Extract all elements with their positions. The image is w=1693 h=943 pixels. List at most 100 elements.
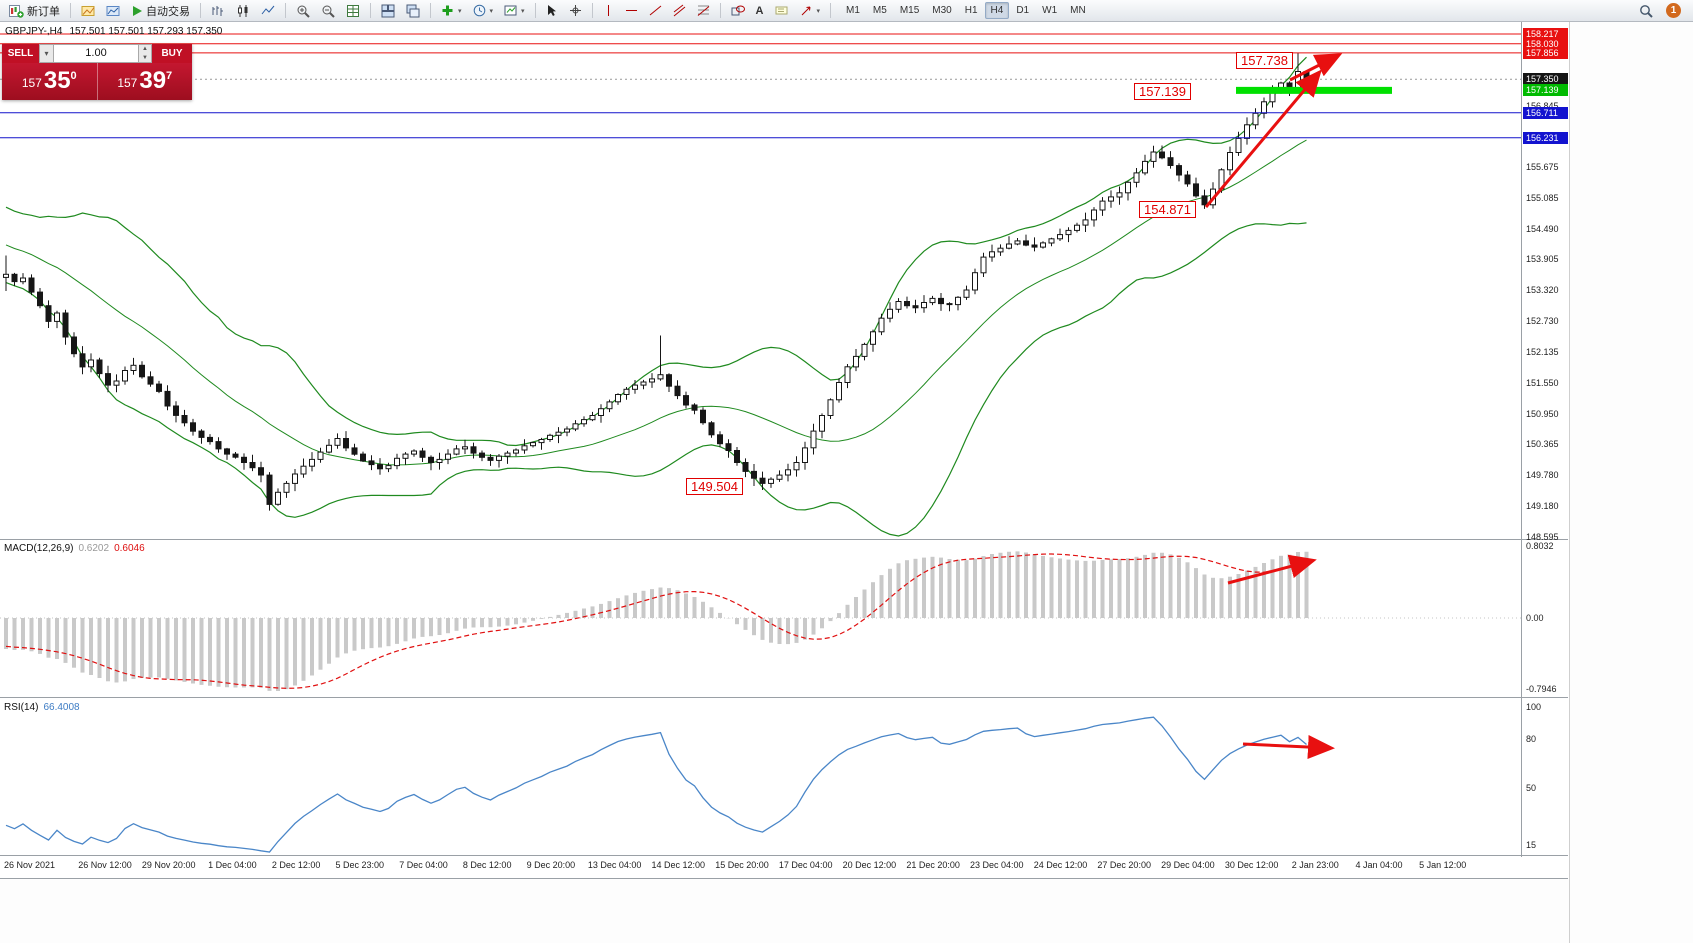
price-label-black[interactable]: 157.350 (1523, 73, 1568, 86)
sell-price[interactable]: 157 35 0 (2, 63, 97, 100)
channel-icon (673, 4, 686, 17)
autotrading-button[interactable]: 自动交易 (126, 1, 195, 20)
timeframe-button-d1[interactable]: D1 (1016, 5, 1030, 16)
main-chart-region[interactable] (0, 22, 1522, 539)
line-chart-button[interactable] (256, 1, 280, 20)
data-window-button[interactable] (341, 1, 365, 20)
timeframe-button-w1[interactable]: W1 (1042, 5, 1058, 16)
new-order-button[interactable]: 新订单 (4, 1, 65, 20)
candle-body (198, 430, 205, 438)
candle-body (530, 442, 536, 447)
separator (534, 3, 536, 18)
candle-body (572, 423, 579, 430)
timeframe-button-h4[interactable]: H4 (984, 2, 1010, 19)
price-tick: 150.365 (1526, 439, 1559, 450)
trendline-button[interactable] (644, 1, 667, 20)
cursor-icon (546, 4, 558, 17)
text-label-button[interactable] (770, 1, 794, 20)
zoom-in-button[interactable] (291, 1, 315, 20)
candle-body (1006, 243, 1012, 249)
timeframe-button-m1[interactable]: M1 (846, 5, 860, 16)
tile-windows-button[interactable] (376, 1, 400, 20)
timeframe-button-mn[interactable]: MN (1070, 5, 1086, 16)
shapes-button[interactable] (726, 1, 750, 20)
buy-button[interactable]: BUY (152, 44, 192, 63)
timeframe-button-h1[interactable]: H1 (964, 5, 978, 16)
candle-body (462, 446, 468, 450)
trend-arrow[interactable] (1242, 735, 1335, 760)
rsi-indicator-label: RSI(14) 66.4008 (4, 702, 80, 713)
candle-body (479, 452, 485, 458)
sell-button[interactable]: SELL (2, 44, 39, 63)
candle-body (751, 470, 757, 479)
search-button[interactable] (1634, 1, 1658, 20)
candle-body (1014, 240, 1021, 245)
volume-stepper[interactable]: ▲ ▼ (139, 44, 152, 63)
stepper-down-icon[interactable]: ▼ (142, 54, 148, 61)
price-tick: 148.595 (1526, 532, 1559, 542)
horizontal-line-icon (625, 5, 638, 16)
candle-body (317, 451, 324, 460)
rsi-panel-region[interactable] (0, 698, 1522, 855)
volume-input[interactable]: 1.00 (54, 44, 139, 63)
vertical-line-button[interactable] (598, 1, 619, 20)
price-annotation[interactable]: 149.504 (686, 478, 743, 495)
sell-price-main: 157 (21, 76, 42, 90)
candle-body (615, 394, 621, 403)
bar-chart-button[interactable] (206, 1, 230, 20)
chart-properties-button[interactable]: ▾ (499, 1, 530, 20)
text-button[interactable]: A (751, 1, 769, 20)
candle-body (793, 462, 800, 471)
price-label-red[interactable]: 158.217 (1523, 28, 1568, 40)
price-annotation[interactable]: 157.139 (1134, 83, 1191, 100)
timeframe-button-m30[interactable]: M30 (932, 5, 952, 16)
price-label-blue[interactable]: 156.231 (1523, 131, 1568, 144)
price-label-blue[interactable]: 156.711 (1523, 106, 1568, 119)
channel-button[interactable] (668, 1, 691, 20)
price-label-red[interactable]: 157.856 (1523, 46, 1568, 59)
candle-body (215, 441, 222, 450)
timeframe-button-m15[interactable]: M15 (899, 5, 920, 16)
buy-price[interactable]: 157 39 7 (98, 63, 193, 100)
candle-body (513, 449, 519, 454)
cascade-windows-button[interactable] (401, 1, 425, 20)
user-badge[interactable]: 1 (1666, 3, 1681, 18)
clock-icon (473, 4, 486, 17)
price-axis[interactable]: 156.845 155.675 155.085 154.490 153.905 153.3… (1523, 0, 1569, 943)
price-label-red[interactable]: 158.030 (1523, 37, 1568, 50)
profiles-button[interactable] (101, 1, 125, 20)
time-axis[interactable]: 26 Nov 2021 26 Nov 12:00 29 Nov 20:00 1 Dec… (0, 857, 1522, 878)
symbol-period-label: GBPJPY-,H4 (5, 26, 63, 37)
fibonacci-button[interactable] (692, 1, 715, 20)
crosshair-button[interactable] (564, 1, 587, 20)
price-label-green[interactable]: 157.139 (1523, 84, 1568, 97)
horizontal-line-button[interactable] (620, 1, 643, 20)
candle-body (190, 422, 196, 432)
price-annotation[interactable]: 154.871 (1139, 201, 1196, 218)
stepper-up-icon[interactable]: ▲ (142, 46, 148, 52)
trend-arrow[interactable] (1204, 69, 1322, 208)
trend-arrow[interactable] (1289, 53, 1343, 82)
candle-body (411, 450, 417, 455)
price-annotation[interactable]: 157.738 (1236, 52, 1293, 69)
candle-body (1252, 112, 1259, 126)
periods-button[interactable]: ▾ (468, 1, 499, 20)
macd-panel-region[interactable] (0, 540, 1522, 698)
cursor-button[interactable] (541, 1, 563, 20)
candle-body (232, 453, 239, 458)
price-tick: 152.135 (1526, 346, 1559, 357)
candle-body (904, 301, 910, 307)
add-indicator-button[interactable]: ▾ (436, 1, 467, 20)
shapes-icon (731, 4, 745, 17)
trend-arrow[interactable] (1227, 554, 1317, 585)
zoom-out-button[interactable] (316, 1, 340, 20)
candle-body (632, 384, 638, 390)
candlestick-icon (236, 4, 250, 18)
price-tick: 156.845 (1526, 100, 1559, 111)
order-type-dropdown[interactable]: ▾ (39, 44, 54, 63)
templates-button[interactable] (76, 1, 100, 20)
rsi-line (5, 716, 1307, 853)
arrows-button[interactable]: ▾ (795, 1, 826, 20)
timeframe-button-m5[interactable]: M5 (872, 5, 887, 16)
